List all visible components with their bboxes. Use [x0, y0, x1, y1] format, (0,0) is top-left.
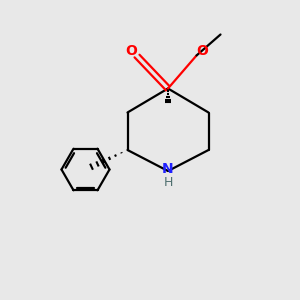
Text: H: H: [163, 176, 173, 190]
Text: N: N: [162, 162, 174, 176]
Text: O: O: [196, 44, 208, 58]
Text: O: O: [125, 44, 137, 58]
